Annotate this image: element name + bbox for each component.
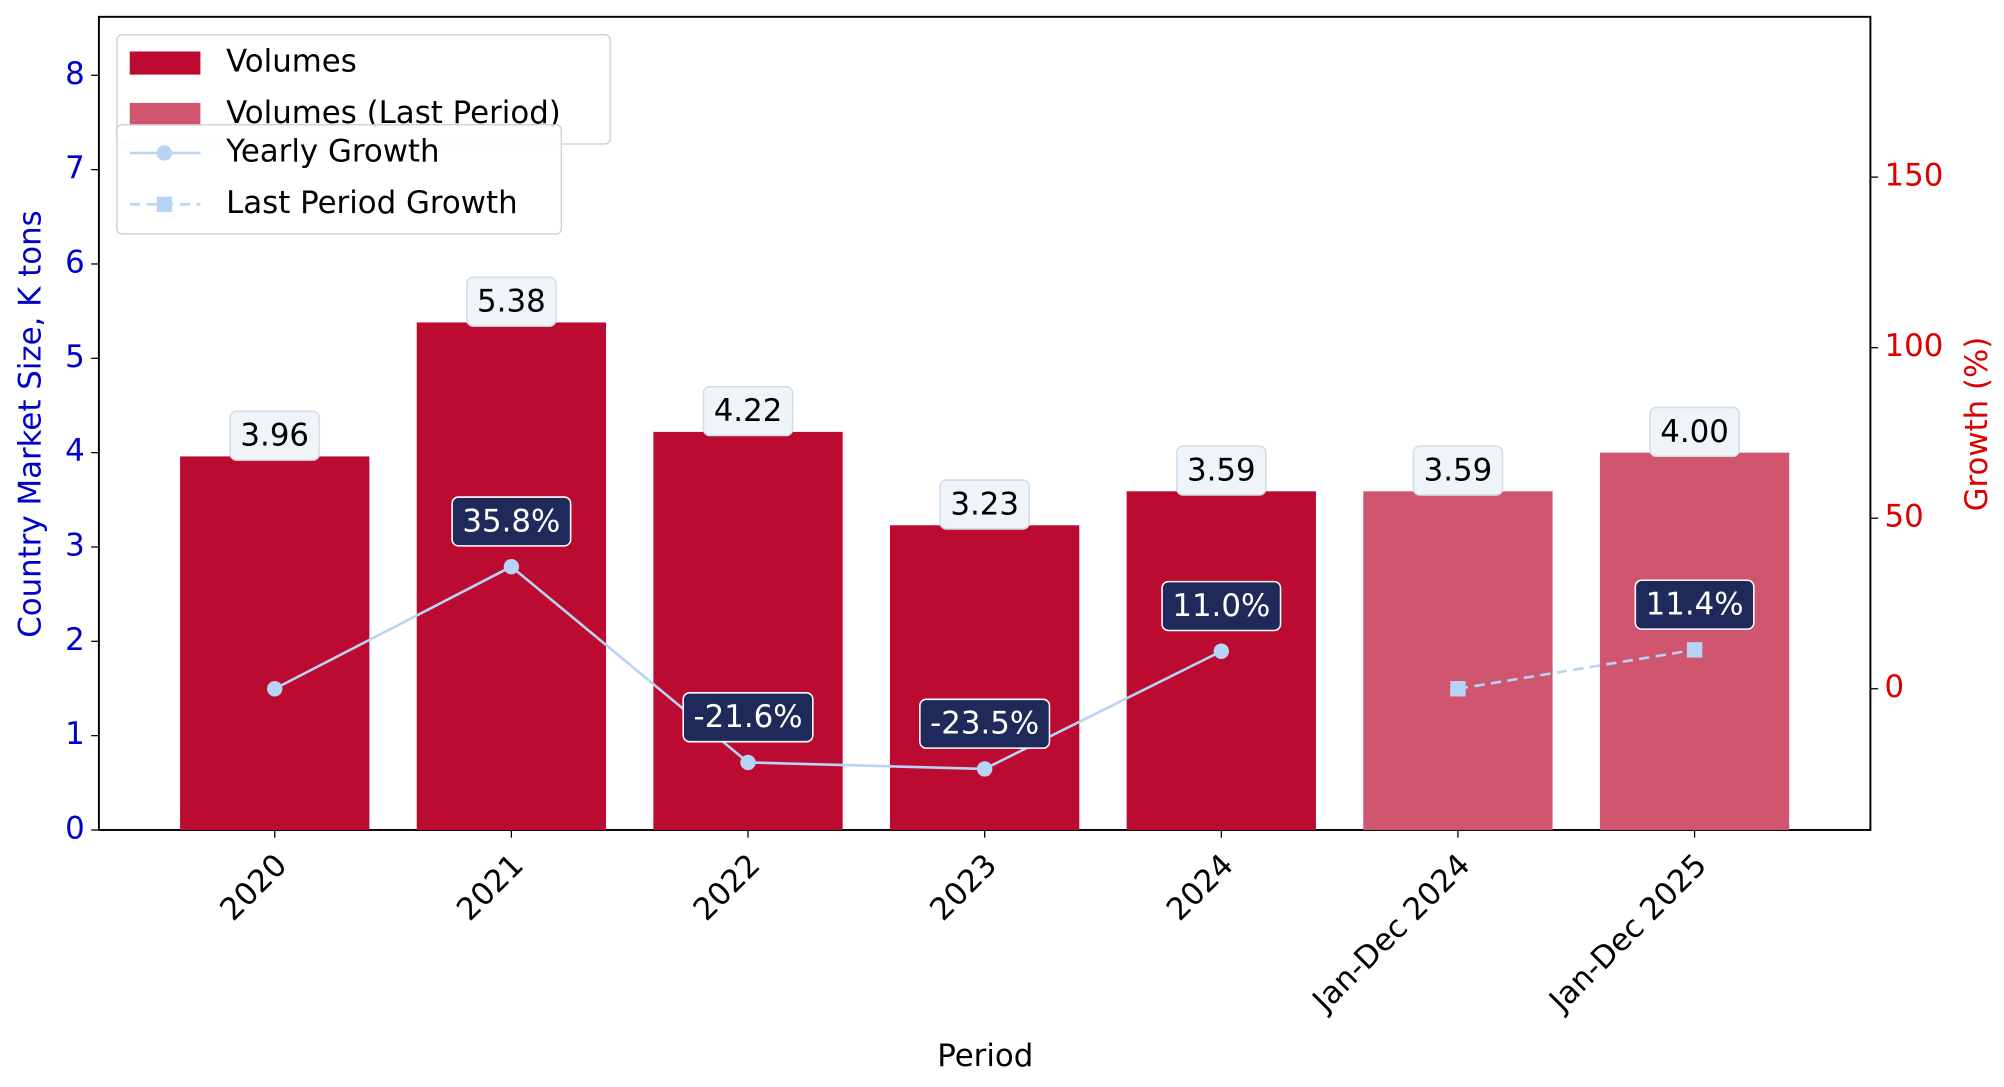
growth-label: 11.0% [1161,580,1282,632]
label-box [682,692,814,743]
growth-label: -21.6% [682,692,814,743]
bar-value-label: 3.23 [939,479,1031,530]
label-text: 3.59 [1187,453,1256,489]
label-text: 4.00 [1660,414,1729,450]
y-tick-label: 6 [65,244,85,280]
growth-label: -23.5% [919,698,1051,749]
label-text: -21.6% [693,699,802,735]
growth-marker [976,761,993,777]
bar [1363,491,1553,830]
bar-value-label: 3.59 [1175,445,1267,496]
bar-value-label: 3.96 [229,410,321,461]
growth-label: 11.4% [1634,579,1755,630]
y2-tick-label: 100 [1885,328,1944,364]
x-tick-label: Jan-Dec 2024 [1304,847,1477,1020]
x-tick-label: 2023 [923,847,1004,928]
legend-marker [156,196,173,213]
y2-tick-label: 0 [1885,669,1905,705]
bar [1599,452,1790,830]
label-box [466,276,557,327]
label-text: 4.22 [714,393,783,429]
label-box [451,496,572,547]
y2-tick-label: 150 [1885,158,1944,194]
y-tick-label: 5 [65,339,85,375]
legend: Yearly Growth Last Period Growth [116,124,563,235]
y-tick-label: 1 [65,716,85,752]
label-box [229,410,321,461]
y-axis-label: Country Market Size, K tons [13,210,49,637]
label-box [1649,406,1740,458]
label-box [1412,445,1504,496]
label-box [1634,579,1755,630]
legend-swatch [129,51,201,75]
bar-value-label: 3.59 [1412,445,1504,496]
bar [416,322,607,830]
x-tick-label: 2021 [450,847,531,928]
x-tick-label: Jan-Dec 2025 [1541,847,1714,1020]
growth-marker [503,558,520,575]
bar [890,525,1080,830]
y-tick-label: 4 [65,433,85,469]
label-box [1161,580,1282,632]
label-box [919,698,1051,749]
growth-marker [1686,642,1703,658]
x-tick-label: 2024 [1160,847,1241,928]
legend-label: Last Period Growth [226,185,518,221]
bar-value-label: 4.00 [1649,406,1740,458]
growth-marker [267,681,283,697]
growth-marker [1450,681,1466,697]
label-text: -23.5% [930,706,1039,742]
label-text: 35.8% [462,503,560,539]
label-text: 3.23 [950,487,1019,523]
bar-value-label: 4.22 [702,385,794,437]
label-box [1175,445,1267,496]
label-box [939,479,1031,530]
bar [1126,491,1316,830]
label-text: 11.0% [1172,588,1270,624]
label-text: 3.96 [240,418,309,454]
y-tick-label: 8 [65,56,85,92]
bar [180,456,370,830]
y-tick-label: 3 [65,527,85,563]
growth-label: 35.8% [451,496,572,547]
x-axis-label: Period [937,1038,1033,1074]
y2-tick-label: 50 [1885,499,1924,535]
label-text: 5.38 [477,284,546,320]
legend-swatch [129,102,201,126]
y2-axis-label: Growth (%) [1959,337,1995,512]
label-box [702,385,794,437]
y-tick-label: 0 [65,810,85,846]
growth-marker [740,754,756,771]
y-tick-label: 2 [65,622,85,658]
label-text: 3.59 [1424,453,1493,489]
growth-marker [1213,643,1230,659]
x-tick-label: 2020 [213,847,294,928]
legend-label: Volumes [226,44,357,80]
y-tick-label: 7 [65,150,85,186]
legend-marker [156,145,173,161]
label-text: 11.4% [1646,587,1744,623]
growth-line [1457,648,1695,691]
bar-value-label: 5.38 [466,276,557,327]
legend-frame [116,124,563,235]
legend-label: Yearly Growth [225,133,439,169]
bar [653,431,843,830]
x-tick-label: 2022 [686,847,767,928]
